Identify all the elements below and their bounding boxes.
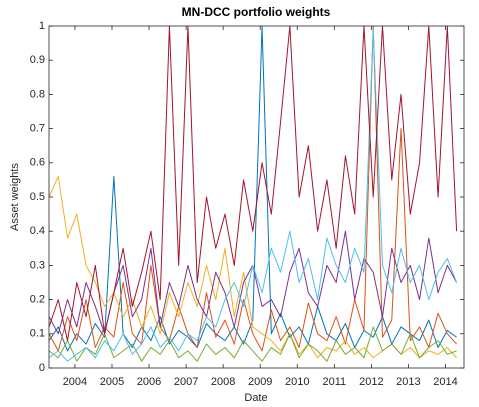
x-tick-label: 2014 xyxy=(433,376,457,388)
y-tick-label: 0.5 xyxy=(30,191,45,203)
series-line xyxy=(49,26,458,342)
x-tick-label: 2007 xyxy=(174,376,198,388)
x-tick-label: 2011 xyxy=(322,376,346,388)
x-tick-label: 2006 xyxy=(137,376,161,388)
lines xyxy=(49,26,458,362)
series-line xyxy=(49,26,457,352)
x-tick-label: 2012 xyxy=(359,376,383,388)
series-line xyxy=(49,28,458,362)
y-tick-label: 0 xyxy=(39,362,45,374)
y-tick-label: 0.7 xyxy=(30,123,45,135)
x-tick-label: 2008 xyxy=(211,376,235,388)
y-tick-label: 0.1 xyxy=(30,328,45,340)
y-tick-label: 1 xyxy=(39,20,45,32)
series-line xyxy=(49,326,457,362)
series-line xyxy=(49,26,457,352)
x-axis-label: Date xyxy=(244,392,267,404)
y-tick-label: 0.2 xyxy=(30,294,45,306)
x-tick-label: 2005 xyxy=(100,376,124,388)
x-tick-label: 2013 xyxy=(396,376,420,388)
x-tick-label: 2004 xyxy=(63,376,87,388)
y-tick-label: 0.6 xyxy=(30,157,45,169)
y-tick-label: 0.3 xyxy=(30,259,45,271)
x-tick-label: 2010 xyxy=(285,376,309,388)
y-tick-label: 0.4 xyxy=(30,225,45,237)
y-tick-label: 0.9 xyxy=(30,54,45,66)
chart-title: MN-DCC portfolio weights xyxy=(182,5,331,19)
y-axis-label: Asset weights xyxy=(9,163,21,231)
x-tick-label: 2009 xyxy=(248,376,272,388)
y-tick-label: 0.8 xyxy=(30,88,45,100)
